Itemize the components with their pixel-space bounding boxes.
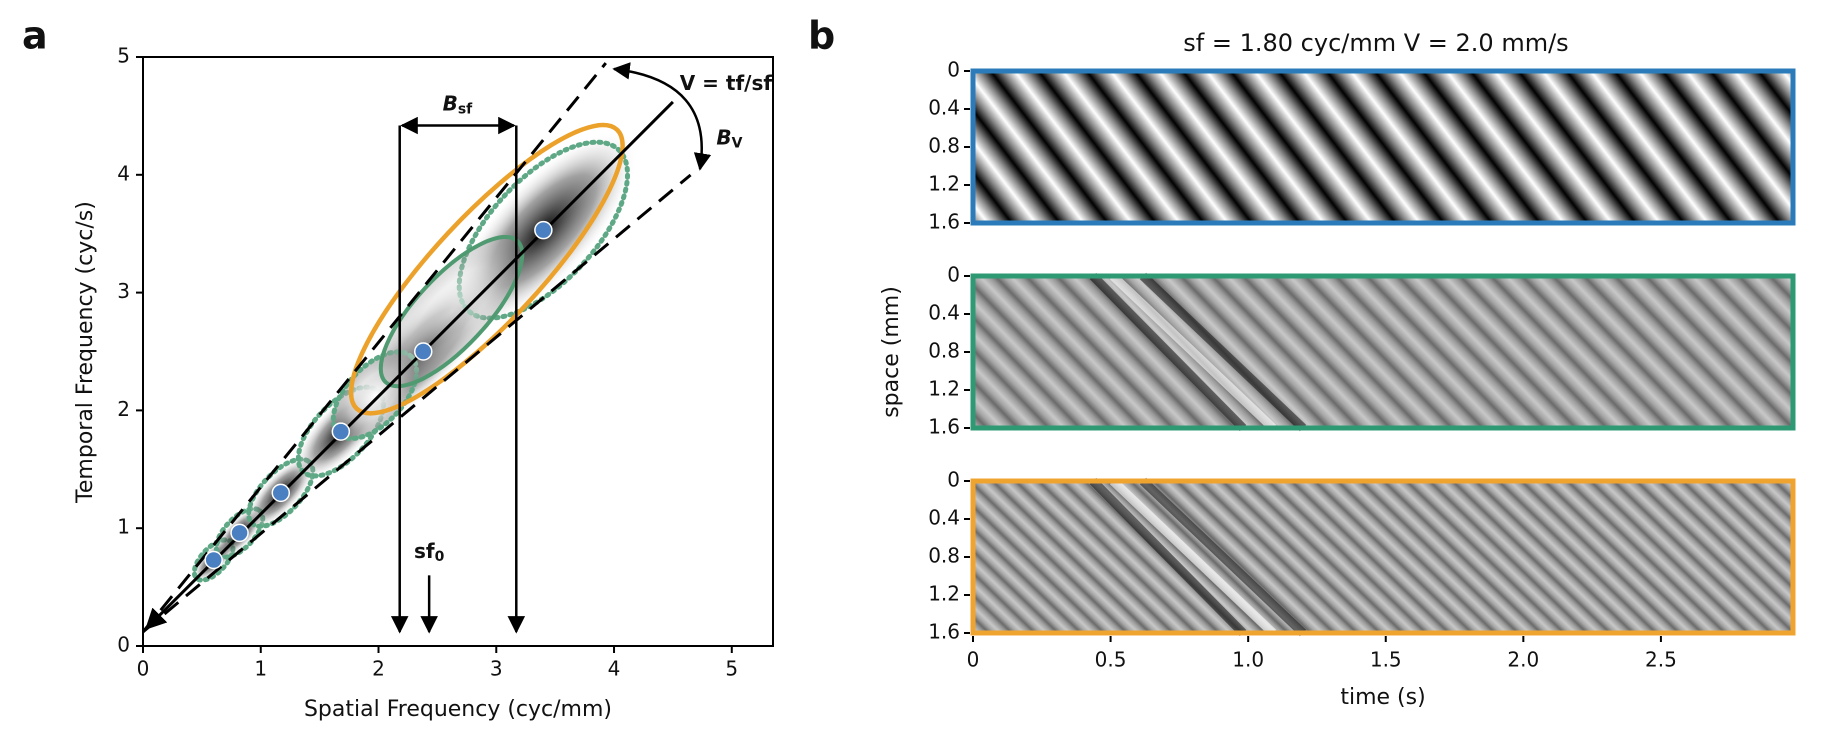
y-tick-label: 0.4 [928, 301, 960, 325]
data-point [534, 220, 553, 240]
stimulus-streak [1089, 477, 1307, 637]
x-tick-label: 2.0 [1507, 648, 1539, 672]
x-tick-label: 0.5 [1095, 648, 1127, 672]
annotation-sub: sf [458, 101, 473, 117]
data-point [271, 483, 291, 503]
image-frame [970, 478, 1796, 636]
annotation-sub: 0 [435, 549, 445, 565]
y-tick-label: 0.4 [928, 96, 960, 120]
y-tick-label: 1.6 [928, 620, 960, 644]
y-tick-label: 3 [117, 279, 130, 303]
bandwidth-edge [141, 62, 607, 633]
plot-area [141, 62, 712, 634]
image-frame [970, 68, 1796, 226]
x-tick-label: 2 [372, 657, 385, 681]
data-point [204, 550, 223, 570]
y-tick-label: 0 [947, 468, 960, 492]
x-tick-label: 4 [608, 657, 621, 681]
velocity-line [145, 100, 674, 630]
x-tick-label: 0 [137, 657, 150, 681]
y-tick-label: 4 [117, 161, 130, 185]
bandwidth-edge [142, 173, 692, 634]
y-tick-label: 2 [117, 397, 130, 421]
y-tick-label: 1.2 [928, 582, 960, 606]
x-tick-label: 3 [490, 657, 503, 681]
annotation-main: B [716, 125, 731, 149]
annotation: Bsf [443, 91, 474, 118]
data-point [414, 342, 433, 361]
x-tick-label: 2.5 [1645, 648, 1677, 672]
y-tick-label: 0 [947, 263, 960, 287]
annotation-sub: V [732, 135, 743, 151]
stimulus-image [973, 481, 1793, 633]
annotation: BV [716, 125, 742, 152]
y-axis-label: space (mm) [879, 286, 904, 418]
y-tick-label: 1 [117, 515, 130, 539]
stimulus-image [973, 276, 1793, 428]
x-tick-label: 1.5 [1370, 648, 1402, 672]
stimulus-image [973, 71, 1793, 223]
annotation-main: B [443, 91, 458, 115]
panel-label: a [22, 14, 48, 58]
annotation-main: sf [414, 538, 435, 562]
x-tick-label: 5 [725, 657, 738, 681]
panel-label: b [808, 14, 835, 58]
y-tick-label: 0.8 [928, 339, 960, 363]
annotation: V = tf/sf [680, 71, 773, 95]
y-tick-label: 0 [117, 633, 130, 657]
y-tick-label: 5 [117, 44, 130, 68]
stimulus-streak [1109, 272, 1277, 432]
stimulus-streak [1089, 272, 1307, 432]
velocity-bandwidth-arrow [612, 62, 712, 171]
y-tick-label: 0.8 [928, 544, 960, 568]
y-tick-label: 1.6 [928, 415, 960, 439]
x-axis-label: Spatial Frequency (cyc/mm) [304, 697, 612, 722]
data-point [230, 523, 249, 543]
x-tick-label: 1.0 [1232, 648, 1264, 672]
y-tick-label: 1.2 [928, 172, 960, 196]
x-axis-label: time (s) [1340, 685, 1425, 710]
chart-title: sf = 1.80 cyc/mm V = 2.0 mm/s [1183, 29, 1568, 57]
data-point [331, 422, 351, 441]
y-tick-label: 0 [947, 58, 960, 82]
y-tick-label: 1.6 [928, 210, 960, 234]
y-axis-label: Temporal Frequency (cyc/s) [73, 201, 98, 504]
annotation: sf0 [414, 538, 445, 565]
image-frame [970, 273, 1796, 431]
y-tick-label: 0.4 [928, 506, 960, 530]
x-tick-label: 0 [967, 648, 980, 672]
x-tick-label: 1 [254, 657, 267, 681]
axes-frame [142, 56, 774, 647]
stimulus-streak [1109, 477, 1277, 637]
y-tick-label: 0.8 [928, 134, 960, 158]
y-tick-label: 1.2 [928, 377, 960, 401]
